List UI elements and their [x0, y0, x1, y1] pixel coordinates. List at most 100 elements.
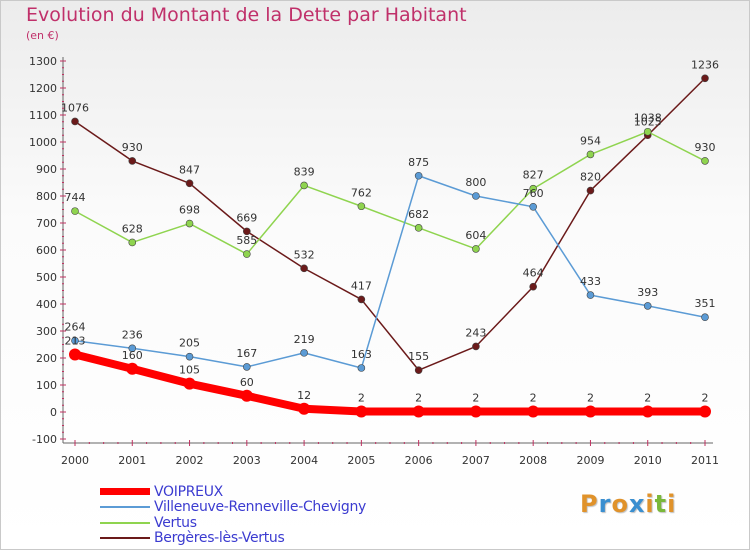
legend-swatch	[100, 521, 150, 524]
series-line	[74, 77, 706, 371]
data-label: 236	[122, 328, 143, 341]
data-point	[701, 157, 709, 165]
data-point	[300, 264, 308, 273]
logo-letter: i	[667, 490, 677, 518]
y-tick-label: 1100	[29, 109, 57, 122]
data-point	[71, 117, 79, 126]
data-point	[472, 192, 480, 200]
data-label: 464	[523, 267, 544, 280]
data-label-layer: 1076 930 847 669 532 417 155 243 464 820 1025 1236 7…	[61, 58, 719, 404]
x-tick-label: 2005	[347, 454, 375, 467]
data-point	[126, 362, 139, 375]
data-point	[355, 405, 368, 418]
series-layer	[69, 74, 711, 418]
data-point	[527, 405, 540, 418]
data-point	[243, 250, 251, 258]
data-label: 2	[415, 391, 422, 404]
x-tick-label: 2008	[519, 454, 547, 467]
data-label: 2	[644, 391, 651, 404]
y-tick-label: 700	[36, 217, 57, 230]
data-point	[300, 349, 308, 357]
data-label: 820	[580, 171, 601, 184]
data-point	[586, 186, 595, 195]
data-label: 604	[465, 229, 486, 242]
data-label: 105	[179, 364, 200, 377]
data-point	[643, 302, 652, 310]
data-point	[701, 74, 709, 83]
legend-item: Villeneuve-Renneville-Chevigny	[100, 499, 367, 516]
data-point	[185, 219, 194, 228]
x-tick-label: 2010	[634, 454, 662, 467]
data-point	[185, 179, 194, 188]
data-point	[472, 245, 480, 253]
data-point	[128, 157, 137, 165]
x-tick-label: 2004	[290, 454, 318, 467]
data-point	[128, 238, 137, 247]
data-label: 219	[294, 333, 315, 346]
legend-swatch	[100, 506, 150, 509]
data-label: 433	[580, 275, 601, 288]
data-label: 800	[465, 176, 486, 189]
data-label: 1038	[634, 112, 662, 125]
data-label: 698	[179, 204, 200, 217]
data-point	[357, 364, 366, 372]
data-point	[586, 291, 595, 299]
x-tick-label: 2003	[233, 454, 261, 467]
series-line	[74, 130, 706, 255]
y-tick-label: -100	[32, 433, 57, 446]
data-label: 585	[236, 234, 257, 247]
x-tick-label: 2002	[176, 454, 204, 467]
data-label: 243	[465, 326, 486, 339]
y-tick-label: 500	[36, 271, 57, 284]
data-label: 213	[65, 334, 86, 347]
data-point	[69, 348, 81, 361]
y-tick-label: 400	[36, 298, 57, 311]
x-tick-label: 2006	[405, 454, 433, 467]
data-label: 760	[523, 187, 544, 200]
legend-label: Bergères-lès-Vertus	[154, 530, 285, 547]
x-tick-label: 2000	[61, 454, 89, 467]
data-point	[128, 344, 137, 353]
legend-item: Vertus	[100, 515, 366, 531]
data-label: 205	[179, 337, 200, 350]
data-point	[529, 184, 537, 193]
series-villeneuve-renneville-chevigny	[71, 171, 709, 372]
y-tick-label: 1000	[29, 136, 57, 149]
data-point	[699, 405, 711, 418]
legend-swatch	[100, 537, 150, 540]
data-point	[183, 377, 196, 390]
data-point	[412, 405, 425, 418]
series-line	[71, 350, 709, 416]
data-label: 264	[65, 321, 86, 334]
legend: VOIPREUX Villeneuve-Renneville-Chevigny Ve…	[100, 484, 366, 546]
data-point	[701, 313, 709, 322]
data-point	[414, 224, 423, 232]
data-point	[414, 171, 423, 180]
data-label: 532	[294, 248, 315, 261]
legend-swatch	[100, 488, 150, 496]
y-tick-label: 800	[36, 190, 57, 203]
y-tick-label: 300	[36, 325, 57, 338]
data-point	[243, 227, 251, 236]
data-label: 351	[695, 297, 716, 310]
x-tick-label: 2011	[691, 454, 719, 467]
data-label: 954	[580, 134, 601, 147]
y-tick-label: 1200	[29, 82, 57, 95]
data-label: 682	[408, 208, 429, 221]
y-tick-label: 1300	[29, 55, 57, 68]
y-tick-label: 900	[36, 163, 57, 176]
data-point	[469, 405, 482, 418]
data-point	[71, 336, 79, 345]
data-label: 930	[122, 141, 143, 154]
data-label: 167	[236, 347, 257, 360]
data-label: 155	[408, 350, 429, 363]
chart-subtitle: (en €)	[26, 29, 59, 42]
y-tick-label: 100	[36, 379, 57, 392]
logo-letter: P	[580, 490, 599, 518]
y-tick-label: 600	[36, 244, 57, 257]
legend-label: Villeneuve-Renneville-Chevigny	[154, 499, 367, 516]
y-tick-label: 0	[50, 406, 57, 419]
legend-label: Vertus	[154, 514, 197, 531]
